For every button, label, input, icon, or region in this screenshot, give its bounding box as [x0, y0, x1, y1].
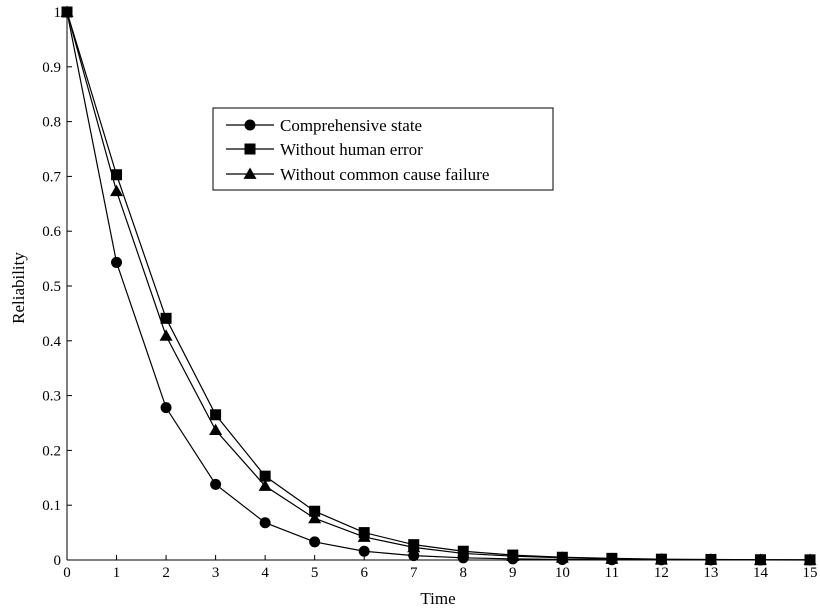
y-tick-label: 0.4: [42, 334, 61, 350]
legend-markers: [226, 119, 274, 179]
data-point-circle: [259, 517, 271, 529]
y-tick-label: 1: [54, 5, 62, 21]
data-point-triangle: [159, 329, 173, 341]
data-point-circle: [309, 536, 321, 548]
axes: [66, 12, 810, 561]
series-group: [60, 5, 817, 566]
series-line: [66, 11, 811, 561]
data-point-triangle: [110, 184, 124, 197]
y-axis-title: Reliability: [9, 252, 28, 324]
x-tick-labels: 0 1 2 3 4 5 6 7 8 9 10 11 12 13 14 15: [63, 565, 817, 581]
data-point-triangle: [704, 553, 718, 565]
y-tick-labels: 0 0.1 0.2 0.3 0.4 0.5 0.6 0.7 0.8 0.9 1: [42, 5, 61, 569]
y-tick-label: 0.5: [42, 279, 61, 295]
x-tick-label: 15: [803, 565, 818, 581]
data-point-triangle: [308, 511, 322, 524]
data-point-circle: [408, 550, 420, 562]
y-tick-label: 0.8: [42, 115, 61, 131]
x-tick-label: 6: [360, 565, 368, 581]
legend-marker-square: [244, 143, 256, 155]
x-axis-title: Time: [420, 589, 455, 608]
series-square: [61, 6, 816, 566]
x-tick-label: 12: [654, 565, 669, 581]
y-tick-label: 0: [54, 553, 62, 569]
series-line: [66, 11, 811, 561]
x-tick-label: 1: [113, 565, 121, 581]
data-point-square: [259, 470, 271, 482]
data-point-triangle: [803, 553, 817, 565]
x-tick-label: 14: [753, 565, 769, 581]
y-tick-label: 0.7: [42, 169, 61, 185]
x-tick-label: 11: [605, 565, 619, 581]
data-point-triangle: [654, 552, 668, 565]
data-point-triangle: [605, 552, 619, 564]
y-tick-label: 0.3: [42, 389, 61, 405]
x-tick-label: 13: [703, 565, 718, 581]
x-tick-label: 7: [410, 565, 418, 581]
x-tick-label: 9: [509, 565, 517, 581]
data-point-circle: [160, 402, 172, 414]
data-point-square: [111, 169, 123, 181]
y-tick-label: 0.2: [42, 443, 61, 459]
legend-label-without-common-cause-failure: Without common cause failure: [280, 165, 489, 184]
x-tick-label: 0: [63, 565, 71, 581]
data-point-triangle: [60, 5, 74, 17]
series-triangle: [60, 5, 817, 565]
data-point-triangle: [258, 479, 272, 491]
data-point-square: [210, 409, 222, 421]
x-tick-label: 8: [460, 565, 468, 581]
data-point-square: [160, 312, 172, 324]
legend-label-comprehensive-state: Comprehensive state: [280, 116, 422, 135]
data-point-triangle: [209, 423, 223, 435]
legend-label-without-human-error: Without human error: [280, 140, 423, 159]
series-line: [66, 11, 811, 561]
data-point-square: [309, 505, 321, 517]
data-point-circle: [210, 478, 222, 490]
x-tick-label: 5: [311, 565, 319, 581]
legend-marker-circle: [244, 119, 256, 131]
data-point-triangle: [407, 540, 421, 553]
data-point-circle: [111, 256, 123, 268]
data-point-triangle: [555, 551, 569, 563]
legend: Comprehensive state Without human error …: [212, 107, 554, 191]
legend-marker-triangle: [243, 167, 257, 179]
data-point-triangle: [456, 546, 470, 559]
y-tick-label: 0.6: [42, 224, 61, 240]
data-point-circle: [358, 545, 370, 557]
series-circle: [61, 6, 816, 566]
y-tick-label: 0.9: [42, 60, 61, 76]
x-tick-label: 2: [162, 565, 170, 581]
y-tick-label: 0.1: [42, 498, 61, 514]
x-tick-label: 10: [555, 565, 570, 581]
x-tick-label: 4: [261, 565, 269, 581]
data-point-triangle: [357, 530, 371, 542]
data-point-triangle: [506, 549, 520, 562]
tick-marks: [66, 11, 811, 561]
data-point-triangle: [753, 553, 767, 565]
x-tick-label: 3: [212, 565, 220, 581]
